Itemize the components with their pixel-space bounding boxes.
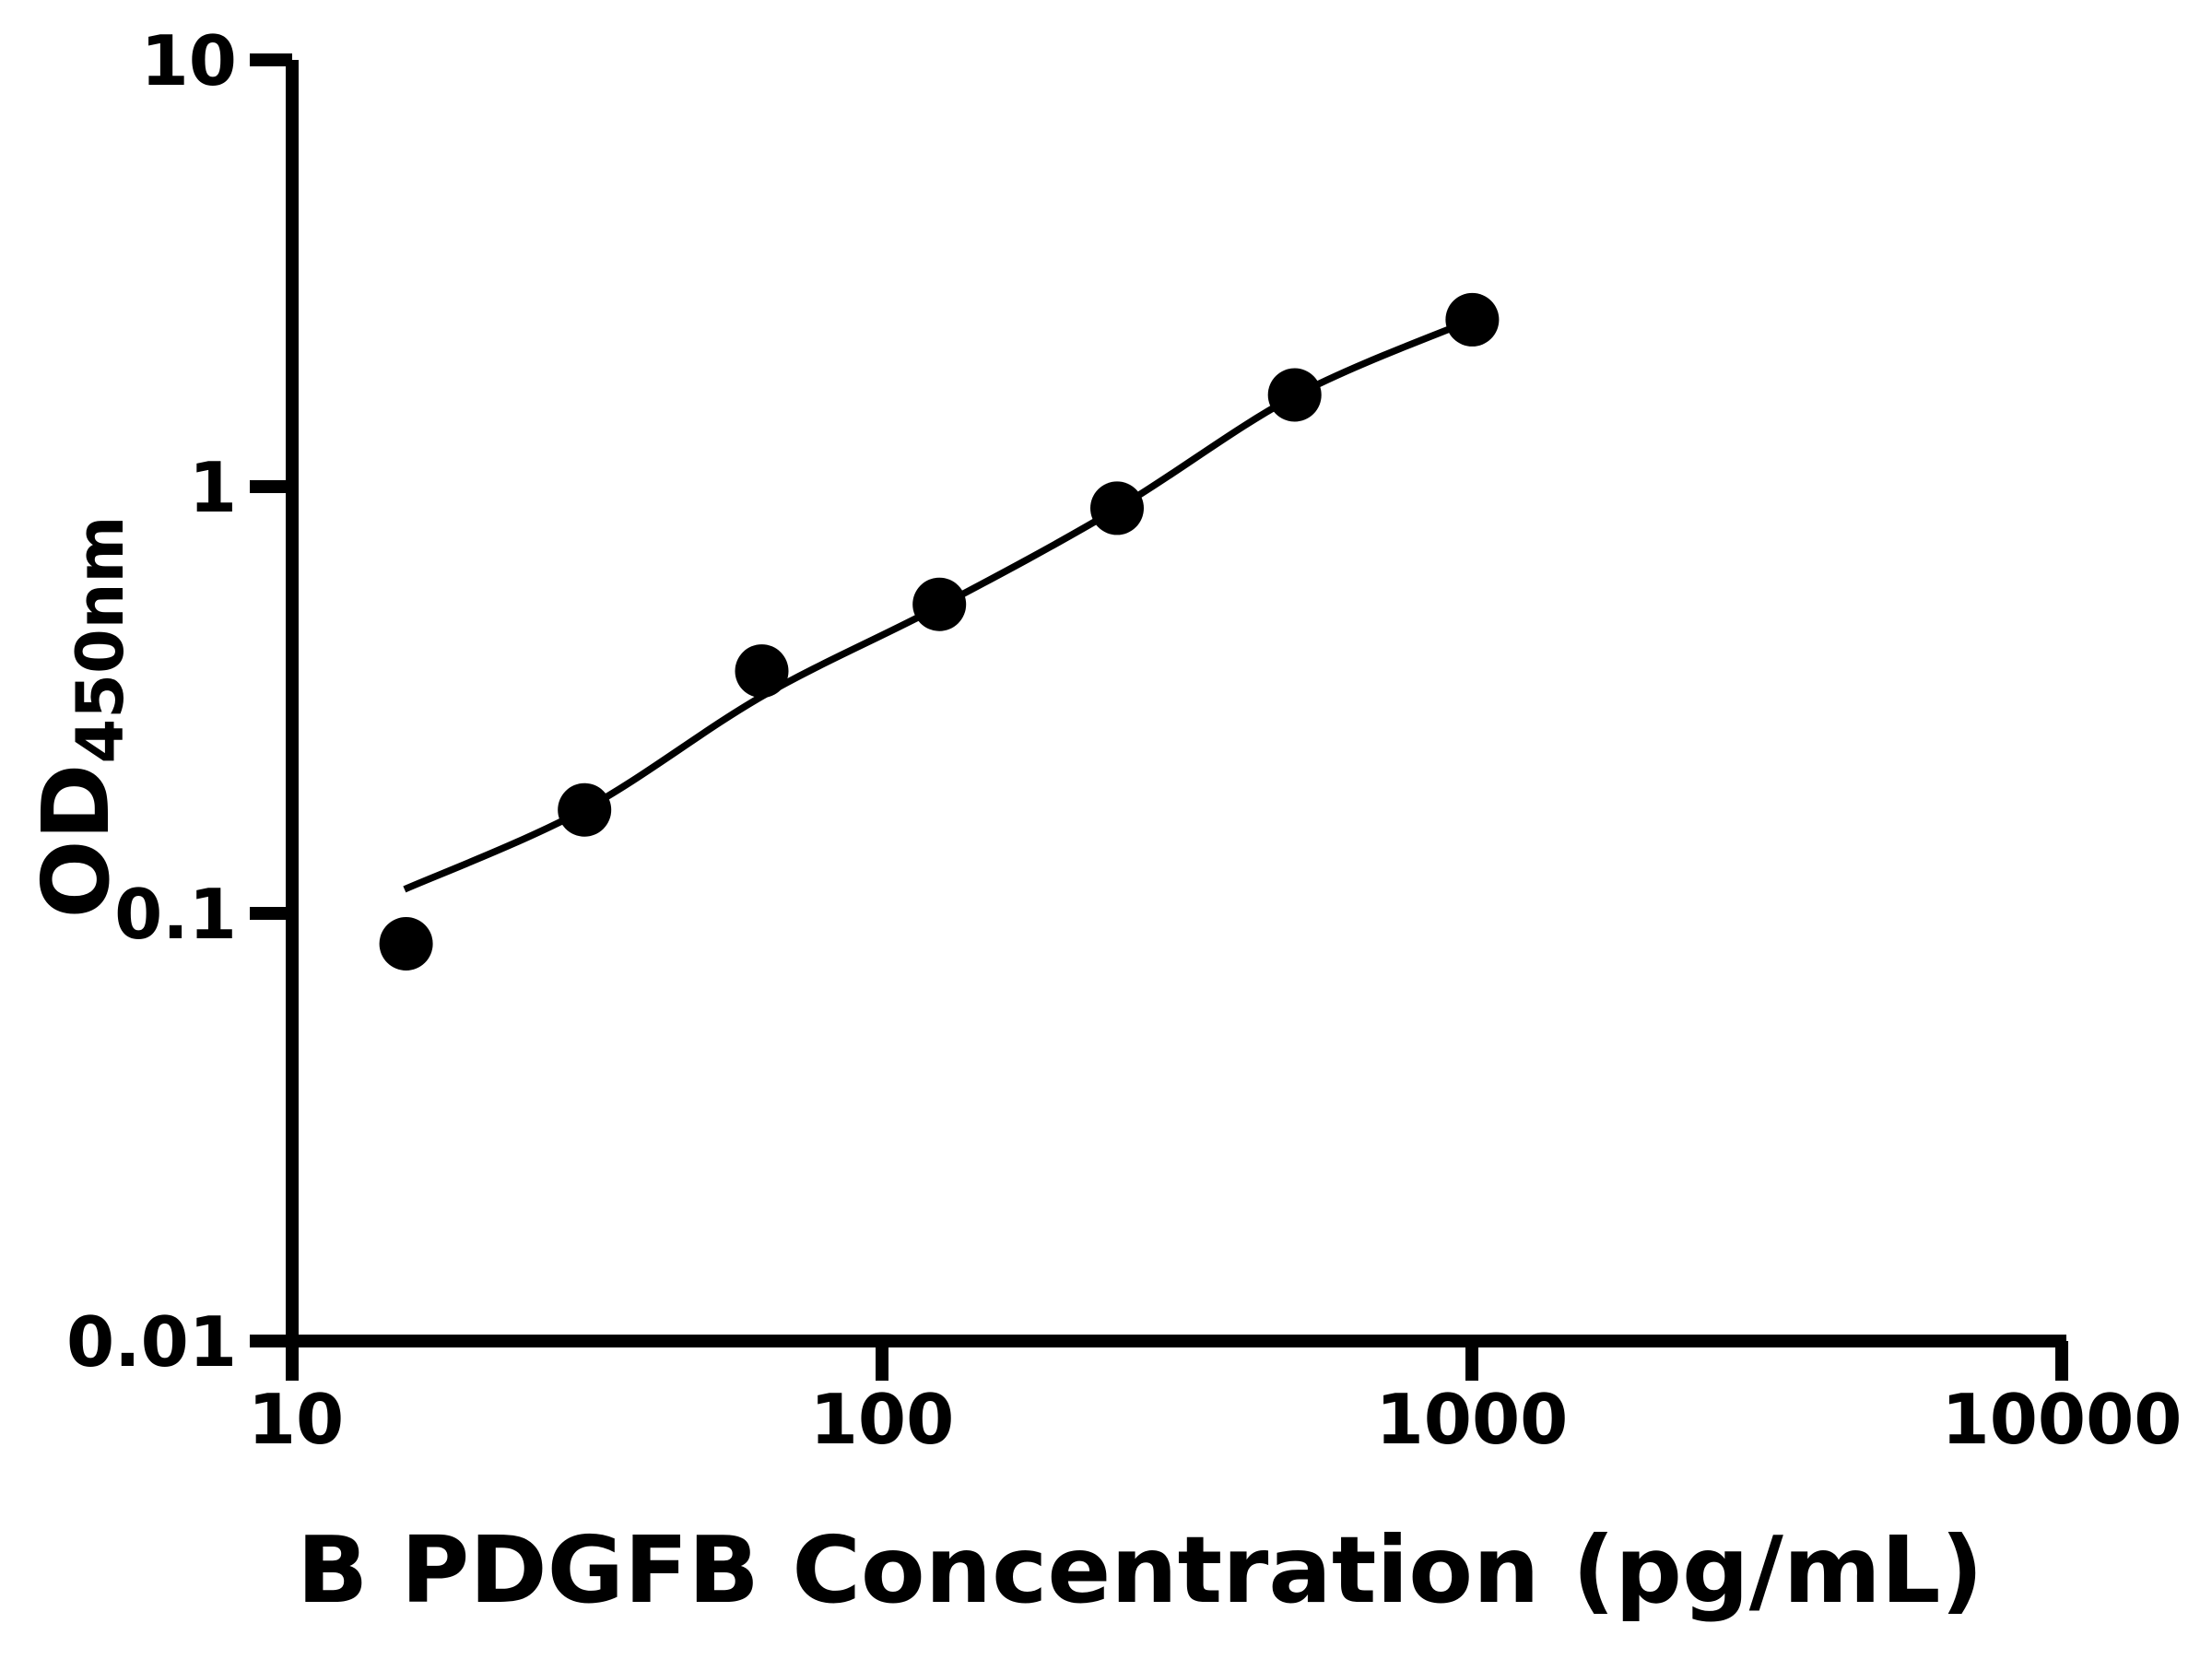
data-point [1090,481,1144,535]
y-tick-label-0.01: 0.01 [66,1301,237,1382]
data-point [735,644,789,699]
data-point [1267,368,1322,422]
x-tick-label-100: 100 [810,1379,955,1460]
data-point [912,577,967,631]
x-axis-title: B PDGFB Concentration (pg/mL) [297,1516,1983,1624]
y-axis-title: OD450nm [22,516,138,919]
data-point [558,782,612,837]
y-tick-label-0.1: 0.1 [114,874,237,955]
y-tick-label-1: 1 [189,447,237,528]
data-point [1445,292,1500,347]
data-points-group [379,292,1500,971]
y-tick-label-10: 10 [141,20,237,101]
x-tick-label-10000: 10000 [1942,1379,2183,1460]
data-point [379,917,433,971]
axes [250,53,2068,1381]
y-axis-title-main: OD [22,763,130,918]
x-tick-label-10: 10 [248,1379,344,1460]
y-axis-title-subscript: 450nm [63,516,138,764]
x-tick-label-1000: 1000 [1376,1379,1569,1460]
